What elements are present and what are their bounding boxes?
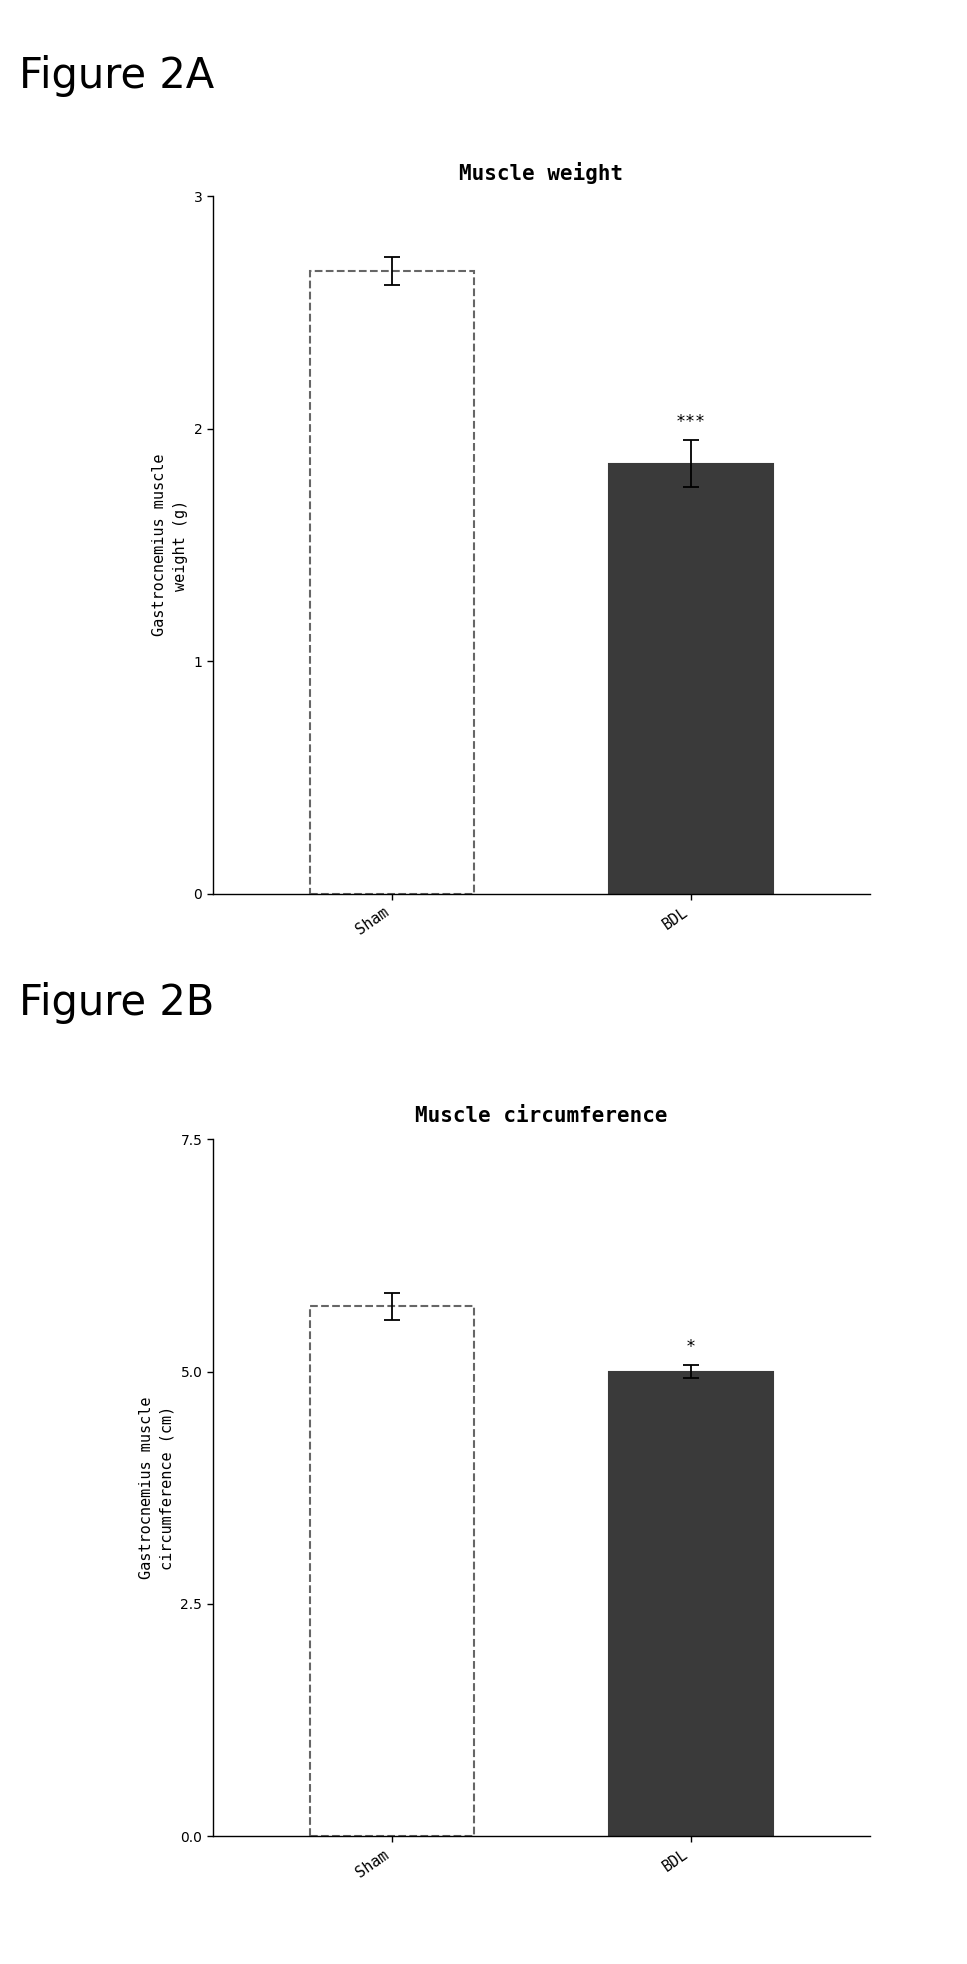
Bar <box>609 464 774 894</box>
Bar <box>309 1306 474 1836</box>
Bar <box>609 1371 774 1836</box>
Y-axis label: Gastrocnemius muscle
circumference (cm): Gastrocnemius muscle circumference (cm) <box>139 1396 175 1579</box>
Bar <box>309 271 474 894</box>
Text: ***: *** <box>676 412 706 432</box>
Title: Muscle circumference: Muscle circumference <box>415 1106 668 1127</box>
Text: Figure 2A: Figure 2A <box>19 55 215 96</box>
Title: Muscle weight: Muscle weight <box>459 161 624 185</box>
Y-axis label: Gastrocnemius muscle
weight (g): Gastrocnemius muscle weight (g) <box>152 454 188 636</box>
Text: *: * <box>686 1337 696 1355</box>
Text: Figure 2B: Figure 2B <box>19 982 215 1023</box>
